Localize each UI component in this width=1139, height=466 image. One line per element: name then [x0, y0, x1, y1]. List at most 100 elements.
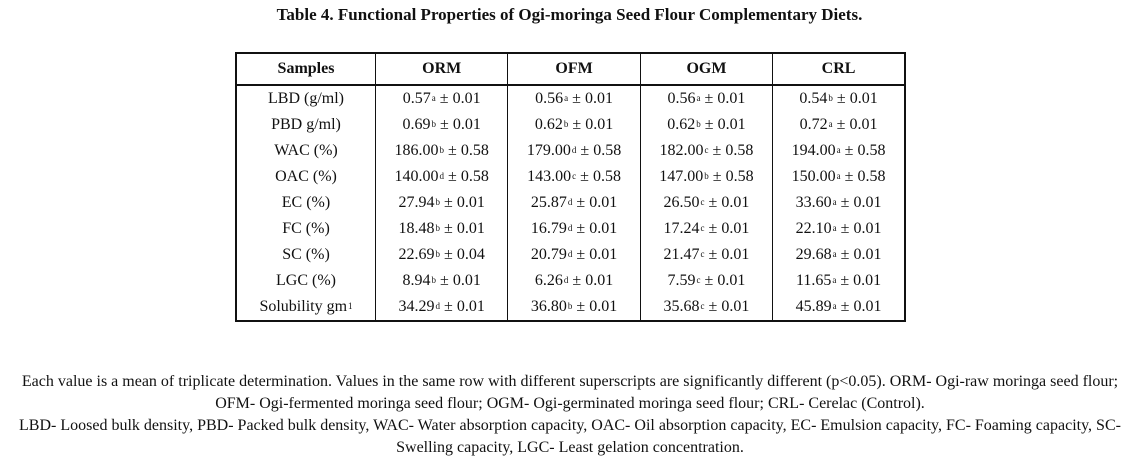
- mean-value: 11.65: [795, 272, 832, 289]
- significance-superscript: d: [567, 223, 573, 233]
- sample-label-cell: OAC (%): [236, 164, 376, 190]
- standard-error: ± 0.01: [572, 194, 618, 211]
- value-cell: 194.00a ± 0.58: [772, 138, 905, 164]
- value-cell: 33.60a ± 0.01: [772, 190, 905, 216]
- sample-label-cell: SC (%): [236, 242, 376, 268]
- mean-value: 150.00: [791, 168, 836, 185]
- mean-value: 0.56: [535, 90, 564, 107]
- sample-label-cell: LBD (g/ml): [236, 85, 376, 112]
- standard-error: ± 0.01: [436, 272, 481, 289]
- value-cell: 182.00c ± 0.58: [639, 138, 773, 164]
- significance-superscript: d: [571, 145, 577, 155]
- mean-value: 29.68: [795, 246, 832, 263]
- mean-value: 18.48: [398, 220, 435, 237]
- significance-superscript: b: [828, 93, 833, 103]
- table-footnotes: Each value is a mean of triplicate deter…: [8, 371, 1132, 459]
- significance-superscript: d: [567, 197, 573, 207]
- mean-value: 26.50: [663, 194, 700, 211]
- table-row: Solubility gm1 34.29d ± 0.01 36.80b ± 0.01…: [236, 294, 905, 321]
- standard-error: ± 0.01: [440, 298, 485, 315]
- value-cell: 36.80b ± 0.01: [507, 294, 641, 321]
- standard-error: ± 0.01: [832, 90, 878, 107]
- value-cell: 0.72a ± 0.01: [772, 112, 905, 138]
- mean-value: 25.87: [530, 194, 567, 211]
- value-cell: 179.00d ± 0.58: [507, 138, 641, 164]
- significance-superscript: c: [704, 145, 709, 155]
- mean-value: 6.26: [534, 272, 563, 289]
- value-cell: 22.10a ± 0.01: [772, 216, 905, 242]
- standard-error: ± 0.01: [572, 298, 618, 315]
- mean-value: 33.60: [795, 194, 832, 211]
- significance-superscript: b: [563, 119, 569, 129]
- mean-value: 194.00: [791, 142, 836, 159]
- standard-error: ± 0.01: [836, 194, 882, 211]
- column-header-orm: ORM: [374, 53, 508, 86]
- significance-superscript: a: [832, 249, 837, 259]
- value-cell: 147.00b ± 0.58: [639, 164, 773, 190]
- value-cell: 34.29d ± 0.01: [374, 294, 508, 321]
- sample-label: PBD g/ml): [271, 116, 341, 133]
- significance-superscript: b: [435, 223, 441, 233]
- mean-value: 21.47: [663, 246, 700, 263]
- table-row: EC (%) 27.94b ± 0.01 25.87d ± 0.01 26.50c ±…: [236, 190, 905, 216]
- sample-label: Solubility gm: [259, 298, 348, 315]
- value-cell: 143.00c ± 0.58: [507, 164, 641, 190]
- standard-error: ± 0.01: [572, 220, 618, 237]
- mean-value: 182.00: [659, 142, 704, 159]
- mean-value: 20.79: [530, 246, 567, 263]
- significance-superscript: c: [700, 223, 705, 233]
- value-cell: 45.89a ± 0.01: [772, 294, 905, 321]
- mean-value: 0.72: [799, 116, 828, 133]
- table-title: Table 4. Functional Properties of Ogi-mo…: [276, 5, 863, 24]
- standard-error: ± 0.01: [836, 272, 882, 289]
- value-cell: 27.94b ± 0.01: [374, 190, 508, 216]
- sample-label-cell: Solubility gm1: [236, 294, 376, 321]
- value-cell: 0.56a ± 0.01: [507, 85, 641, 112]
- mean-value: 0.57: [402, 90, 431, 107]
- mean-value: 140.00: [394, 168, 439, 185]
- value-cell: 20.79d ± 0.01: [507, 242, 641, 268]
- standard-error: ± 0.01: [440, 194, 485, 211]
- mean-value: 27.94: [398, 194, 435, 211]
- significance-superscript: b: [435, 249, 441, 259]
- mean-value: 7.59: [667, 272, 696, 289]
- table-row: OAC (%) 140.00d ± 0.58 143.00c ± 0.58 147.0…: [236, 164, 905, 190]
- significance-superscript: b: [431, 275, 437, 285]
- mean-value: 0.62: [667, 116, 696, 133]
- value-cell: 0.57a ± 0.01: [374, 85, 508, 112]
- mean-value: 179.00: [526, 142, 571, 159]
- sample-label: LGC (%): [276, 272, 336, 289]
- standard-error: ± 0.01: [836, 246, 882, 263]
- standard-error: ± 0.58: [576, 168, 621, 185]
- significance-superscript: a: [696, 93, 701, 103]
- significance-superscript: b: [704, 171, 709, 181]
- value-cell: 6.26d ± 0.01: [507, 268, 641, 294]
- significance-superscript: a: [431, 93, 436, 103]
- value-cell: 29.68a ± 0.01: [772, 242, 905, 268]
- table-row: FC (%) 18.48b ± 0.01 16.79d ± 0.01 17.24c ±…: [236, 216, 905, 242]
- standard-error: ± 0.58: [576, 142, 622, 159]
- value-cell: 7.59c ± 0.01: [639, 268, 773, 294]
- table-header-row: Samples ORM OFM OGM CRL: [236, 53, 905, 86]
- footnote-abbreviations: LBD- Loosed bulk density, PBD- Packed bu…: [19, 417, 1121, 456]
- mean-value: 0.69: [402, 116, 431, 133]
- table-row: LGC (%) 8.94b ± 0.01 6.26d ± 0.01 7.59c ± 0…: [236, 268, 905, 294]
- significance-superscript: b: [435, 197, 441, 207]
- standard-error: ± 0.01: [435, 90, 481, 107]
- standard-error: ± 0.01: [832, 116, 878, 133]
- significance-superscript: a: [832, 197, 837, 207]
- value-cell: 150.00a ± 0.58: [772, 164, 905, 190]
- significance-superscript: c: [700, 249, 705, 259]
- standard-error: ± 0.58: [708, 168, 754, 185]
- column-header-ogm: OGM: [639, 53, 773, 86]
- standard-error: ± 0.01: [568, 90, 613, 107]
- sample-label-superscript: 1: [348, 301, 353, 311]
- standard-error: ± 0.01: [440, 220, 485, 237]
- mean-value: 147.00: [659, 168, 704, 185]
- mean-value: 22.10: [795, 220, 832, 237]
- significance-superscript: a: [836, 171, 841, 181]
- value-cell: 0.62b ± 0.01: [639, 112, 773, 138]
- sample-label: WAC (%): [274, 142, 338, 159]
- mean-value: 186.00: [394, 142, 439, 159]
- standard-error: ± 0.04: [440, 246, 485, 263]
